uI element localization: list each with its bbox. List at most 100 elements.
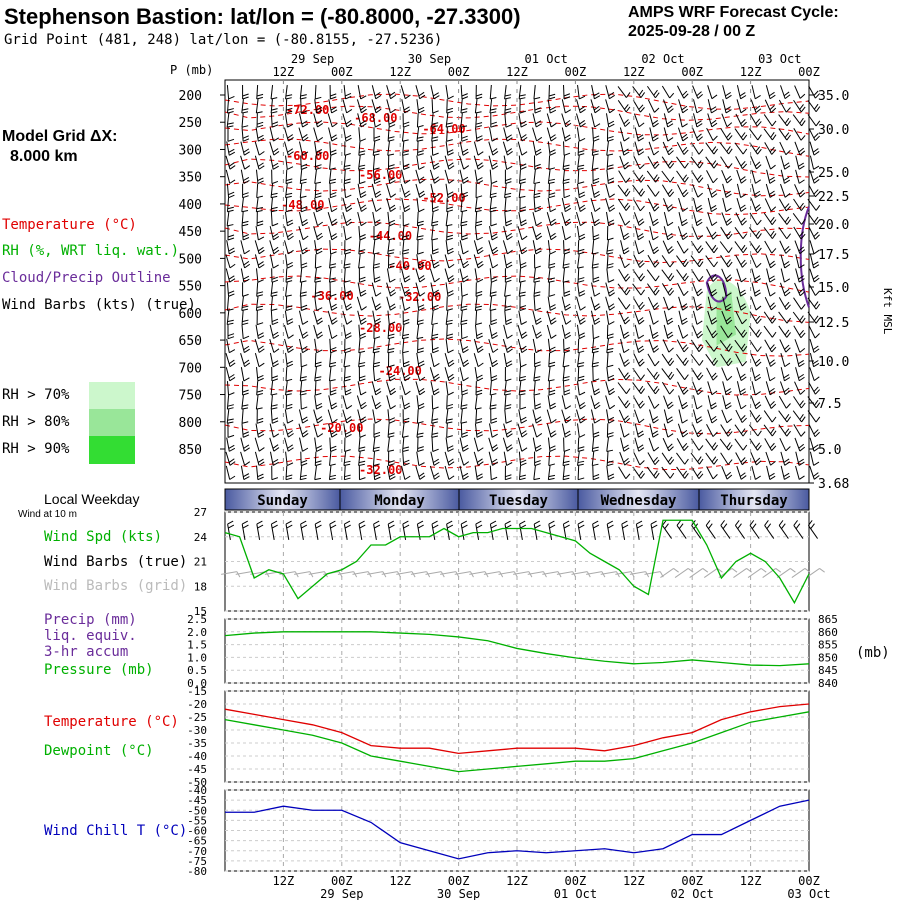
wind-barb-flag	[374, 190, 381, 195]
wind-barb-staff	[706, 367, 714, 381]
wind-barb-flag	[684, 458, 689, 465]
wind-barb-flag	[565, 236, 571, 241]
wind-barb-flag	[639, 361, 645, 367]
wind-barb-flag	[799, 150, 806, 156]
wind-barb	[416, 296, 425, 311]
wind-barb-flag	[300, 163, 308, 167]
wind-barb-flag	[388, 121, 395, 125]
wind-barb	[430, 85, 440, 100]
wind-barb-staff	[518, 352, 522, 367]
wind-barb-flag	[272, 331, 279, 337]
wind-barb	[606, 324, 614, 340]
wind-barb-flag	[637, 430, 644, 435]
wind-barb-staff	[533, 268, 536, 283]
wind-barb	[518, 310, 527, 325]
wind-barb	[547, 465, 556, 481]
wind-barb-flag	[403, 319, 410, 323]
legend-temperature: Temperature (°C)	[2, 217, 137, 233]
wind-barb-staff	[221, 571, 237, 575]
wind-barb	[240, 240, 250, 255]
wind-barb-staff	[358, 451, 361, 466]
wind-barb-flag	[725, 274, 732, 280]
wind-barb-flag	[300, 376, 307, 379]
wind-barb	[735, 353, 748, 367]
wind-barb-flag	[653, 320, 659, 325]
wind-barb	[678, 310, 688, 325]
wind-barb-flag	[771, 445, 777, 451]
wind-barb-staff	[328, 127, 333, 142]
wind-barb-staff	[793, 396, 802, 409]
wind-barb-flag	[491, 433, 498, 438]
wind-barb	[401, 99, 411, 114]
wind-barb-staff	[548, 451, 551, 466]
wind-barb	[691, 269, 704, 282]
top-hour-label: 00Z	[565, 65, 587, 79]
wind-barb-staff	[489, 268, 492, 283]
wind-barb	[269, 423, 280, 438]
wind-barb-flag	[476, 135, 483, 139]
wind-barb	[371, 197, 382, 212]
wind-barb-flag	[460, 322, 468, 326]
temperature-series-line	[224, 711, 810, 773]
wind-barb-flag	[625, 402, 631, 409]
wind-barb	[634, 226, 645, 241]
wind-barb-flag	[639, 164, 645, 170]
wind-barb-staff	[314, 197, 317, 212]
wind-barb-staff	[605, 197, 611, 212]
wind-barb-flag	[594, 221, 601, 227]
accum-label: 3-hr accum	[44, 644, 129, 660]
wind-barb	[357, 381, 367, 396]
wind-barb-staff	[402, 141, 405, 156]
wind-barb	[779, 282, 791, 297]
wind-barb-flag	[504, 108, 512, 111]
wind-barb-flag	[710, 289, 717, 294]
wind-barb-flag	[301, 219, 308, 224]
pressure-tick-label: 550	[179, 280, 202, 295]
wind-barb	[444, 353, 455, 368]
wind-barb-10m-true	[778, 520, 789, 539]
wind-barb-staff	[606, 409, 610, 424]
wind-barb-flag	[742, 247, 748, 254]
wind-barb	[617, 198, 631, 211]
wind-barb-staff	[489, 282, 492, 297]
wind-barb	[431, 113, 439, 128]
wind-barb-flag	[463, 165, 470, 170]
wind-barb-flag	[358, 520, 365, 525]
wind-barb	[780, 367, 791, 382]
wind-barb	[661, 283, 675, 296]
wind-barb	[241, 296, 249, 311]
wind-barb-flag	[696, 320, 703, 325]
wind-barb-staff	[808, 423, 816, 437]
wind-barb-staff	[488, 338, 494, 353]
wind-barb-flag	[533, 181, 541, 185]
wind-barb	[793, 325, 806, 339]
wind-barb	[416, 254, 425, 269]
wind-barb	[707, 183, 718, 198]
wind-barb	[387, 324, 395, 340]
wind-barb-flag	[285, 110, 293, 114]
wind-barb-flag	[769, 387, 775, 393]
wind-barb-staff	[647, 382, 656, 395]
wind-barb-flag	[242, 524, 249, 529]
wind-barb	[430, 183, 440, 198]
wind-barb-flag	[388, 164, 395, 167]
wind-barb-flag	[358, 365, 365, 368]
wind-barb-flag	[798, 373, 804, 379]
wind-barb-flag	[505, 360, 512, 365]
wind-barb-staff	[605, 296, 611, 311]
wind-barb-flag	[624, 263, 630, 269]
wind-barb	[778, 297, 791, 310]
wind-barb-staff	[329, 437, 332, 452]
wind-barb	[563, 437, 571, 452]
temperature-tick-label: -35	[187, 737, 207, 750]
wind-barb-flag	[227, 434, 235, 438]
wind-barb-flag	[624, 202, 629, 209]
wind-barb	[387, 240, 395, 255]
wind-barb-10m-true	[793, 520, 804, 539]
wind-barb	[329, 352, 337, 368]
wind-barb-flag	[286, 262, 293, 266]
wind-barb-flag	[564, 205, 571, 210]
wind-barb-flag	[593, 401, 600, 407]
wind-barb-flag	[639, 460, 645, 466]
wind-barb	[647, 296, 660, 311]
